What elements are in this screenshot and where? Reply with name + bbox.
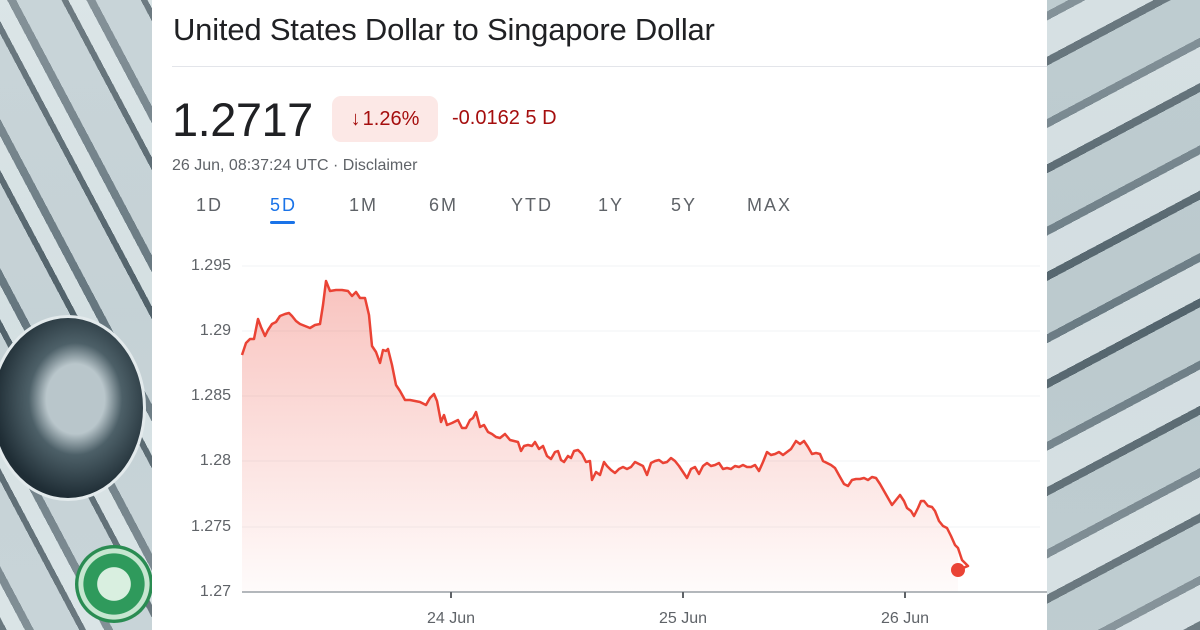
tab-1d[interactable]: 1D — [196, 195, 224, 215]
x-tick-label: 26 Jun — [880, 610, 930, 627]
x-tick-label: 25 Jun — [658, 610, 708, 627]
y-tick-label: 1.29 — [199, 322, 231, 339]
change-period: 5 D — [525, 107, 557, 129]
divider — [172, 66, 1047, 67]
x-tick-label: 24 Jun — [426, 610, 476, 627]
change-percent-badge: ↓ 1.26% — [332, 96, 438, 142]
price-line — [240, 279, 970, 572]
background-banknotes-left — [0, 0, 153, 630]
range-tabs: 1D 5D 1M 6M YTD 1Y 5Y MAX — [152, 195, 852, 235]
banknote-portrait-image — [0, 315, 146, 501]
change-absolute: -0.0162 5 D — [452, 107, 557, 130]
y-tick-label: 1.28 — [199, 452, 231, 469]
x-axis-ticks — [450, 592, 906, 598]
y-tick-label: 1.275 — [190, 518, 231, 535]
y-tick-label: 1.295 — [190, 257, 231, 274]
area-fill — [242, 281, 958, 592]
tab-5y[interactable]: 5Y — [671, 195, 698, 215]
treasury-seal-image — [75, 545, 153, 623]
disclaimer-link[interactable]: Disclaimer — [342, 157, 418, 174]
tab-max[interactable]: MAX — [747, 195, 793, 215]
page-title: United States Dollar to Singapore Dollar — [173, 12, 715, 47]
timestamp: 26 Jun, 08:37:24 UTC — [172, 157, 329, 174]
last-price-marker — [951, 563, 965, 577]
timestamp-line: 26 Jun, 08:37:24 UTC · Disclaimer — [172, 157, 417, 175]
tab-1y[interactable]: 1Y — [598, 195, 625, 215]
separator: · — [333, 157, 339, 174]
tab-ytd[interactable]: YTD — [511, 195, 553, 215]
background-banknotes-right — [1047, 0, 1200, 630]
tab-5d[interactable]: 5D — [270, 195, 298, 224]
y-tick-label: 1.285 — [190, 387, 231, 404]
change-value: -0.0162 — [452, 107, 520, 129]
exchange-rate-value: 1.2717 — [172, 93, 313, 146]
change-percent: 1.26% — [362, 107, 420, 130]
arrow-down-icon: ↓ — [350, 107, 361, 130]
tab-1m[interactable]: 1M — [349, 195, 379, 215]
y-tick-label: 1.27 — [199, 583, 231, 600]
tab-6m[interactable]: 6M — [429, 195, 459, 215]
